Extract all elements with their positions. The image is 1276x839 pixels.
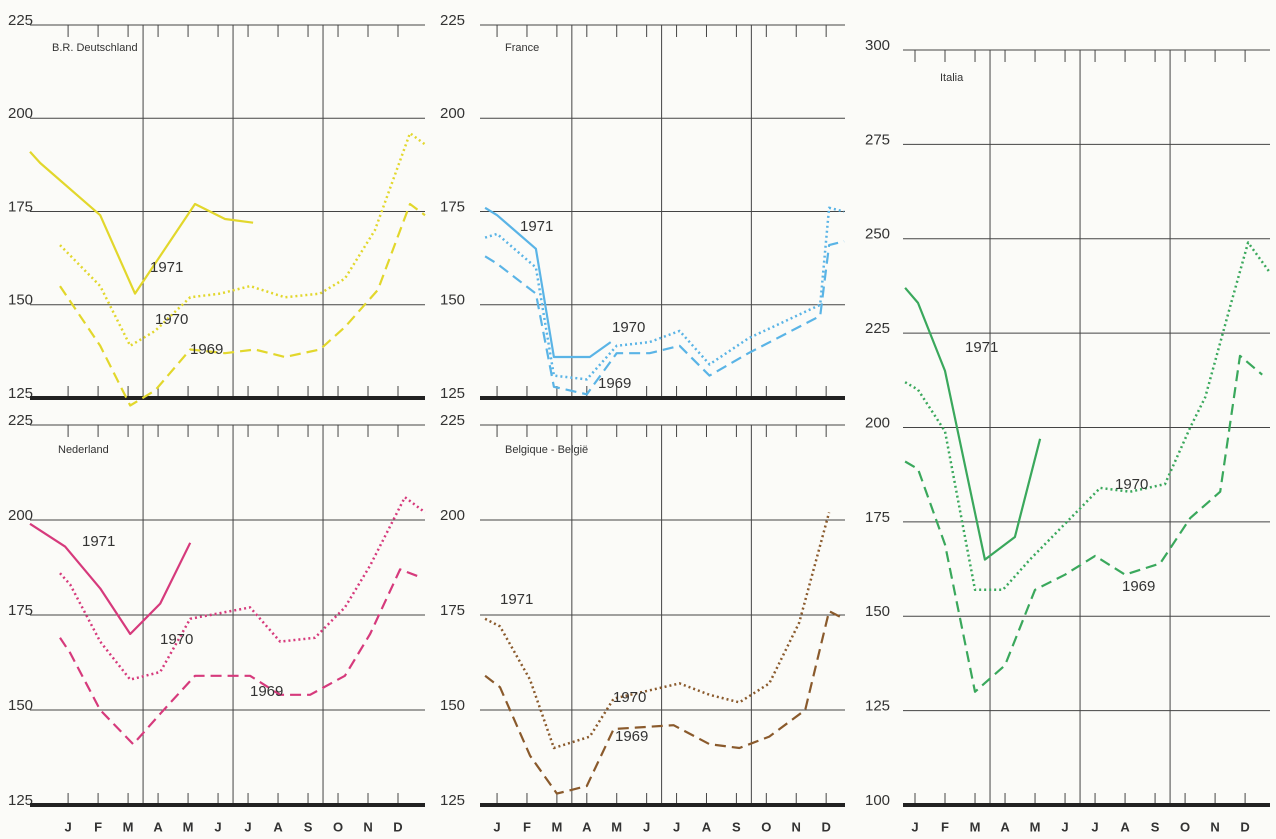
x-tick-label: O — [761, 819, 771, 834]
data-line — [904, 241, 1272, 592]
y-tick-label: 100 — [865, 792, 890, 809]
data-line — [59, 495, 426, 681]
x-tick-label: M — [970, 819, 981, 834]
data-line — [484, 512, 831, 750]
x-tick-label: J — [64, 819, 71, 834]
x-tick-label: A — [153, 819, 163, 834]
x-tick-label: D — [821, 819, 830, 834]
y-tick-label: 225 — [865, 320, 890, 337]
x-tick-label: J — [643, 819, 650, 834]
y-tick-label: 125 — [8, 385, 33, 402]
x-tick-label: D — [393, 819, 402, 834]
x-tick-label: A — [582, 819, 592, 834]
panel-title: Belgique - België — [505, 444, 588, 456]
series-label: 1970 — [160, 631, 193, 648]
data-line — [59, 568, 421, 746]
x-tick-label: N — [363, 819, 372, 834]
data-line — [29, 522, 192, 636]
y-tick-label: 150 — [440, 292, 465, 309]
y-tick-label: 150 — [440, 697, 465, 714]
data-line — [59, 202, 426, 407]
series-label: 1969 — [250, 683, 283, 700]
series-label: 1970 — [613, 689, 646, 706]
series-label: 1971 — [965, 339, 998, 356]
y-tick-label: 175 — [440, 602, 465, 619]
x-tick-label: N — [1210, 819, 1219, 834]
panel-title: Italia — [940, 72, 964, 84]
y-tick-label: 225 — [8, 412, 33, 429]
data-line — [29, 151, 254, 295]
x-tick-label: A — [1120, 819, 1130, 834]
y-tick-label: 125 — [440, 792, 465, 809]
x-tick-label: A — [1000, 819, 1010, 834]
data-line — [484, 610, 845, 795]
series-label: 1970 — [1115, 476, 1148, 493]
x-tick-label: M — [611, 819, 622, 834]
y-tick-label: 225 — [440, 412, 465, 429]
data-line — [59, 131, 426, 348]
data-line — [484, 206, 612, 359]
x-tick-label: J — [1061, 819, 1068, 834]
x-tick-label: S — [732, 819, 741, 834]
series-label: 1970 — [155, 311, 188, 328]
x-tick-label: F — [941, 819, 949, 834]
x-tick-label: J — [244, 819, 251, 834]
data-line — [904, 287, 1042, 561]
y-tick-label: 200 — [440, 507, 465, 524]
x-tick-label: A — [702, 819, 712, 834]
x-tick-label: M — [123, 819, 134, 834]
series-label: 1969 — [615, 728, 648, 745]
data-line — [904, 354, 1263, 693]
y-tick-label: 225 — [8, 12, 33, 29]
y-tick-label: 200 — [8, 105, 33, 122]
x-tick-label: D — [1240, 819, 1249, 834]
y-tick-label: 275 — [865, 131, 890, 148]
y-tick-label: 125 — [440, 385, 465, 402]
y-tick-label: 200 — [440, 105, 465, 122]
series-label: 1969 — [598, 375, 631, 392]
x-tick-label: J — [1091, 819, 1098, 834]
x-tick-label: J — [673, 819, 680, 834]
y-tick-label: 175 — [8, 602, 33, 619]
x-tick-label: N — [792, 819, 801, 834]
x-tick-label: O — [333, 819, 343, 834]
series-label: 1971 — [520, 218, 553, 235]
data-line — [484, 240, 845, 396]
x-tick-label: A — [273, 819, 283, 834]
y-tick-label: 175 — [865, 509, 890, 526]
y-tick-label: 250 — [865, 226, 890, 243]
series-label: 1969 — [1122, 578, 1155, 595]
x-tick-label: F — [94, 819, 102, 834]
y-tick-label: 175 — [8, 198, 33, 215]
x-tick-label: O — [1180, 819, 1190, 834]
series-label: 1970 — [612, 319, 645, 336]
series-label: 1971 — [150, 259, 183, 276]
x-tick-label: J — [493, 819, 500, 834]
series-label: 1969 — [190, 341, 223, 358]
y-tick-label: 200 — [8, 507, 33, 524]
series-label: 1971 — [500, 591, 533, 608]
panel-title: France — [505, 42, 539, 54]
x-tick-label: J — [214, 819, 221, 834]
panel-title: B.R. Deutschland — [52, 42, 138, 54]
y-tick-label: 200 — [865, 414, 890, 431]
x-tick-label: S — [1151, 819, 1160, 834]
y-tick-label: 150 — [8, 292, 33, 309]
y-tick-label: 150 — [865, 603, 890, 620]
panel-title: Nederland — [58, 444, 109, 456]
y-tick-label: 175 — [440, 198, 465, 215]
x-tick-label: J — [911, 819, 918, 834]
y-tick-label: 125 — [865, 698, 890, 715]
x-tick-label: F — [523, 819, 531, 834]
x-tick-label: S — [304, 819, 313, 834]
x-tick-label: M — [1030, 819, 1041, 834]
x-tick-label: M — [183, 819, 194, 834]
series-label: 1971 — [82, 533, 115, 550]
y-tick-label: 300 — [865, 37, 890, 54]
y-tick-label: 125 — [8, 792, 33, 809]
y-tick-label: 225 — [440, 12, 465, 29]
y-tick-label: 150 — [8, 697, 33, 714]
x-tick-label: M — [551, 819, 562, 834]
